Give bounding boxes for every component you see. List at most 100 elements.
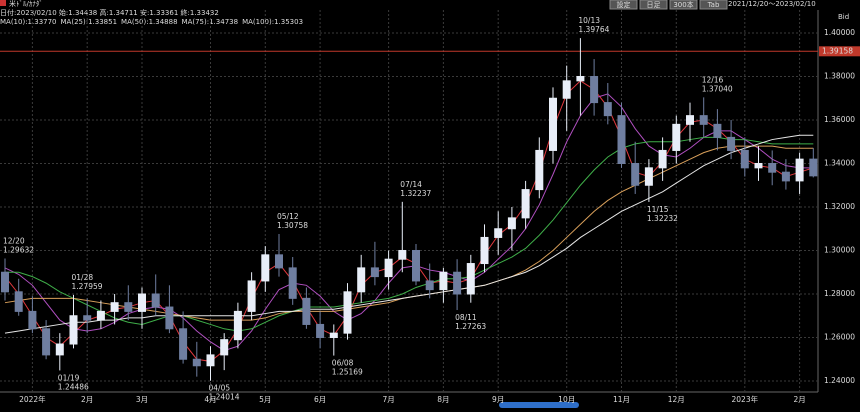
candle-body — [110, 302, 119, 312]
candle-body — [727, 136, 736, 151]
annotation-date: 07/14 — [400, 180, 422, 189]
y-tick-label: 1.30000 — [824, 245, 855, 254]
candle-body — [535, 149, 544, 191]
legend-entry: MA(25):1.33851 — [61, 18, 118, 26]
toolbar-label[interactable]: 300本 — [673, 0, 693, 9]
y-tick-label: 1.24000 — [824, 376, 855, 385]
price-tag — [819, 46, 860, 57]
annotation-value: 1.24014 — [209, 393, 240, 402]
candle-body — [247, 280, 256, 312]
candle-body — [754, 162, 763, 169]
x-tick-label: 12月 — [668, 395, 685, 404]
candle-body — [1, 271, 9, 293]
candle-body — [699, 115, 708, 125]
x-tick-label: 4月 — [204, 395, 216, 404]
candle-body — [439, 271, 448, 291]
candle-body — [384, 258, 393, 278]
candle-body — [261, 254, 270, 282]
candle-body — [124, 302, 133, 312]
x-tick-label: 2022年 — [19, 394, 46, 404]
y-tick-label: 1.40000 — [824, 28, 855, 37]
annotation-value: 1.32237 — [400, 189, 431, 198]
ohlc-info: 日付:2023/02/10 始:1.34438 高:1.34711 安:1.33… — [0, 8, 219, 17]
toolbar-label[interactable]: 設定 — [617, 0, 631, 9]
candle-body — [302, 297, 311, 325]
x-tick-label: 9月 — [492, 395, 504, 404]
candle-body — [220, 339, 229, 356]
toolbar-button[interactable] — [699, 0, 728, 10]
annotation-value: 1.32232 — [647, 214, 678, 223]
candle-body — [329, 332, 338, 338]
candle-body — [206, 354, 215, 367]
legend-entry: MA(10):1.33770 — [0, 18, 57, 26]
candle-body — [69, 315, 78, 345]
candle-body — [412, 249, 420, 282]
annotation-value: 1.25169 — [332, 368, 363, 377]
candle-body — [809, 158, 818, 177]
candle-body — [590, 75, 599, 104]
candle-body — [713, 123, 722, 138]
candle-body — [644, 167, 653, 186]
annotation-date: 06/08 — [332, 359, 354, 368]
candle-body — [398, 249, 407, 260]
annotation-date: 01/19 — [58, 373, 80, 382]
x-tick-label: 2023年 — [732, 394, 759, 404]
legend-entry: MA(50):1.34888 — [121, 18, 178, 26]
flag-icon — [0, 0, 6, 6]
price-side: Bid — [838, 13, 849, 21]
x-tick-label: 6月 — [314, 395, 326, 404]
annotation-value: 1.39764 — [578, 25, 609, 34]
candle-body — [275, 254, 283, 269]
x-tick-label: 8月 — [437, 395, 449, 404]
candle-body — [521, 189, 530, 219]
x-tick-label: 2月 — [81, 395, 93, 404]
candle-body — [480, 236, 489, 265]
candle-body — [425, 280, 434, 291]
annotation-date: 08/11 — [455, 313, 477, 322]
candle-body — [795, 158, 804, 182]
candle-body — [288, 267, 297, 299]
price-tag-label: 1.39158 — [822, 46, 853, 55]
annotation-date: 11/15 — [647, 205, 669, 214]
candle-body — [192, 358, 201, 367]
candle-body — [562, 80, 571, 99]
candle-body — [494, 228, 503, 238]
candle-body — [14, 291, 23, 312]
candle-body — [165, 306, 174, 330]
candle-body — [55, 343, 64, 356]
candle-body — [507, 217, 516, 230]
scrollbar[interactable] — [499, 402, 579, 408]
x-tick-label: 3月 — [136, 395, 148, 404]
x-tick-label: 10月 — [558, 395, 575, 404]
candle-body — [617, 115, 626, 164]
x-tick-label: 11月 — [613, 395, 630, 404]
date-range: 2021/12/20〜2023/02/10 — [728, 0, 816, 8]
candle-body — [631, 162, 640, 186]
candle-body — [658, 149, 667, 169]
candle-body — [151, 293, 160, 308]
toolbar-label[interactable]: 日足 — [647, 1, 661, 9]
legend-entry: MA(75):1.34738 — [182, 18, 239, 26]
candle-body — [370, 267, 379, 278]
toolbar-button[interactable] — [609, 0, 638, 10]
candle-body — [28, 310, 37, 330]
candle-body — [138, 293, 146, 312]
candle-body — [672, 123, 681, 151]
candle-body — [96, 310, 105, 321]
toolbar-label[interactable]: Tab — [707, 1, 720, 9]
pair-label: 米ﾄﾞﾙ/ｶﾅﾀﾞ — [9, 0, 43, 8]
candle-body — [768, 162, 777, 173]
x-tick-label: 7月 — [382, 395, 394, 404]
y-tick-label: 1.26000 — [824, 332, 855, 341]
toolbar-button[interactable] — [639, 0, 668, 10]
toolbar-button[interactable] — [669, 0, 698, 10]
candle-body — [549, 97, 557, 151]
candle-body — [179, 328, 188, 360]
y-tick-label: 1.34000 — [824, 158, 855, 167]
annotation-value: 1.30758 — [277, 221, 308, 230]
candle-body — [42, 328, 51, 356]
candle-body — [603, 102, 612, 117]
